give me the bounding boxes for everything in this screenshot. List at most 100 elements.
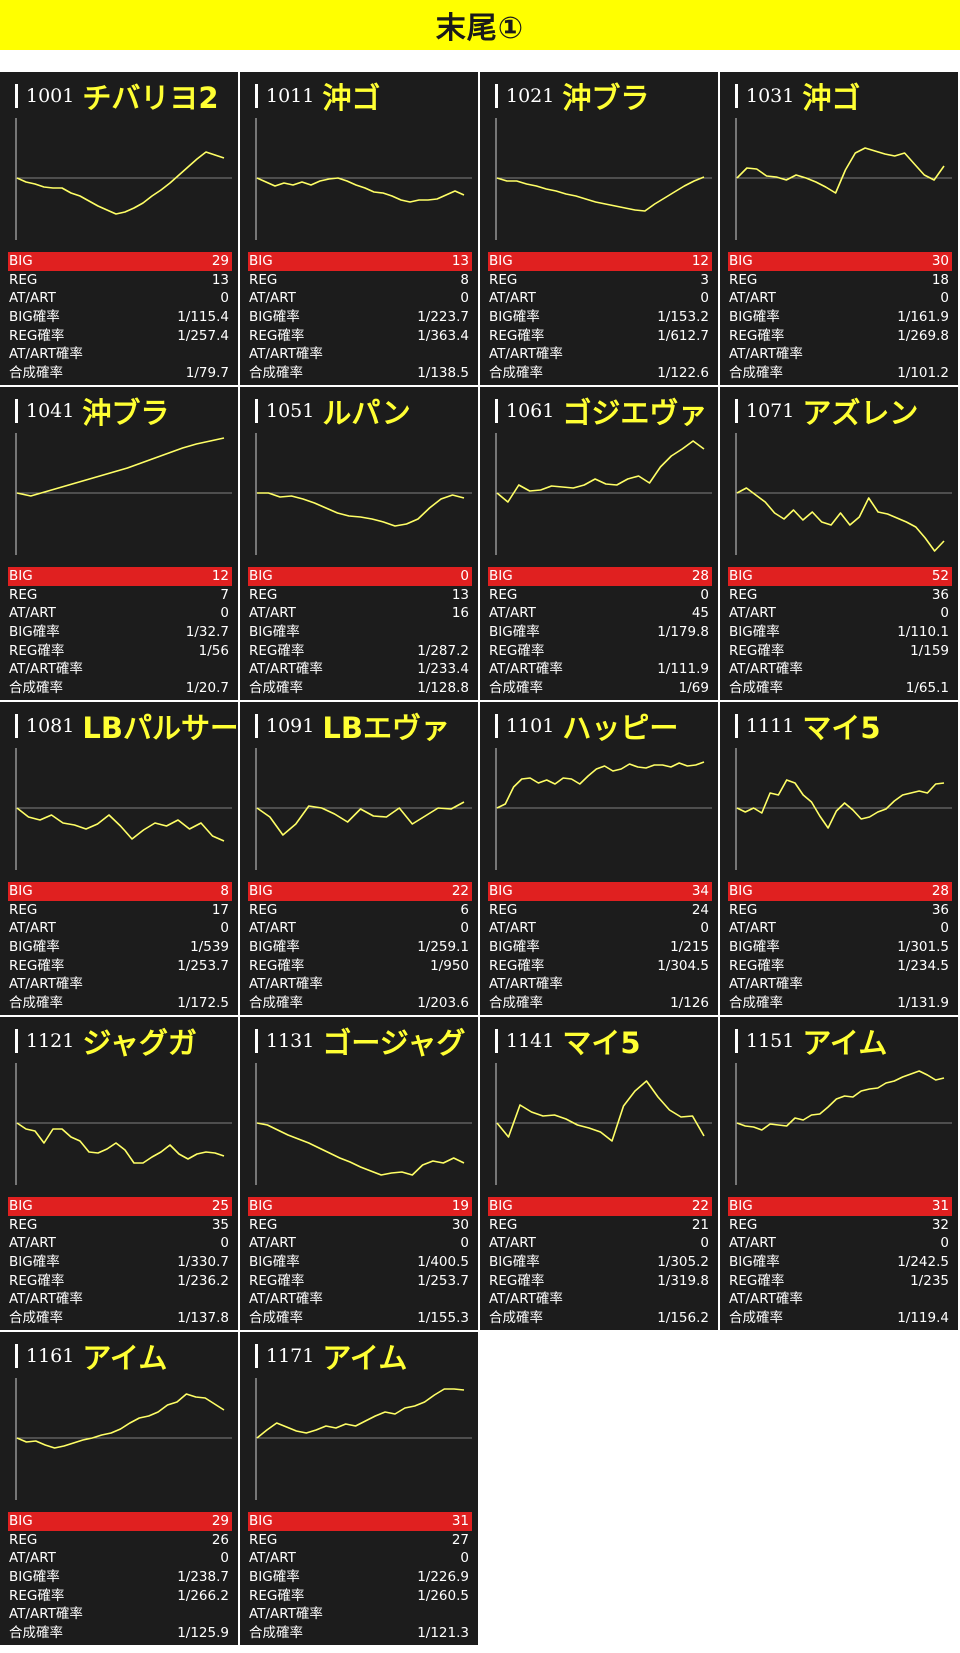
graph-line [736, 779, 945, 829]
stats-row-at-rate: AT/ART確率 [248, 345, 472, 364]
at-rate-label: AT/ART確率 [729, 346, 803, 363]
stats-row-at-rate: AT/ART確率 [8, 1605, 232, 1624]
machine-card-1171[interactable]: 1171 アイム BIG 31 REG 27 AT/ART 0 BIG確率 1/226.… [240, 1332, 478, 1645]
machine-card-1081[interactable]: 1081 LBパルサー BIG 8 REG 17 AT/ART 0 BIG確率 1/53… [0, 702, 238, 1015]
stats-row-big-rate: BIG確率 1/330.7 [8, 1253, 232, 1272]
stats-row-at-rate: AT/ART確率 [248, 1290, 472, 1309]
at-count: 0 [460, 920, 469, 937]
slump-graph [495, 433, 712, 555]
header-banner: 末尾① [0, 0, 960, 50]
total-rate-value: 1/126 [670, 995, 709, 1012]
machine-number: 1051 [266, 400, 315, 422]
at-label: AT/ART [489, 290, 536, 307]
at-rate-label: AT/ART確率 [489, 661, 563, 678]
stats-row-total-rate: 合成確率 1/155.3 [248, 1309, 472, 1328]
graph-line [16, 1393, 225, 1449]
at-label: AT/ART [729, 290, 776, 307]
at-count: 0 [220, 1550, 229, 1567]
total-rate-label: 合成確率 [9, 1310, 63, 1327]
big-rate-label: BIG確率 [9, 1254, 60, 1271]
stats-row-big: BIG 22 [248, 882, 472, 901]
reg-rate-value: 1/235 [910, 1272, 949, 1289]
stats-row-total-rate: 合成確率 1/101.2 [728, 364, 952, 383]
big-rate-label: BIG確率 [249, 1254, 300, 1271]
machine-card-1161[interactable]: 1161 アイム BIG 29 REG 26 AT/ART 0 BIG確率 1/238.… [0, 1332, 238, 1645]
machine-card-1011[interactable]: 1011 沖ゴ BIG 13 REG 8 AT/ART 0 BIG確率 1/223.7 … [240, 72, 478, 385]
stats-table: BIG 31 REG 27 AT/ART 0 BIG確率 1/226.9 REG確率 1/… [248, 1512, 472, 1643]
machine-model-name: 沖ゴ [802, 81, 861, 114]
stats-row-reg: REG 6 [248, 901, 472, 920]
stats-row-total-rate: 合成確率 1/122.6 [488, 364, 712, 383]
machine-header: 1161 アイム [15, 1338, 236, 1374]
machine-card-1121[interactable]: 1121 ジャグガ BIG 25 REG 35 AT/ART 0 BIG確率 1/330… [0, 1017, 238, 1330]
graph-line [496, 1080, 705, 1142]
machine-card-1001[interactable]: 1001 チバリヨ2 BIG 29 REG 13 AT/ART 0 BIG確率 1/11… [0, 72, 238, 385]
stats-row-big: BIG 13 [248, 252, 472, 271]
reg-rate-label: REG確率 [9, 327, 65, 344]
stats-row-big: BIG 29 [8, 252, 232, 271]
machine-number: 1031 [746, 85, 795, 107]
machine-card-1061[interactable]: 1061 ゴジエヴァ BIG 28 REG 0 AT/ART 45 BIG確率 1/17… [480, 387, 718, 700]
machine-number: 1091 [266, 715, 315, 737]
big-label: BIG [249, 883, 273, 899]
slump-graph [495, 1063, 712, 1185]
machine-header: 1101 ハッピー [495, 708, 716, 744]
stats-row-total-rate: 合成確率 1/121.3 [248, 1624, 472, 1643]
total-rate-value: 1/20.7 [185, 680, 229, 697]
at-count: 0 [940, 290, 949, 307]
machine-card-1031[interactable]: 1031 沖ゴ BIG 30 REG 18 AT/ART 0 BIG確率 1/161.9… [720, 72, 958, 385]
stats-row-reg: REG 32 [728, 1216, 952, 1235]
machine-card-1021[interactable]: 1021 沖ブラ BIG 12 REG 3 AT/ART 0 BIG確率 1/153.2… [480, 72, 718, 385]
stats-row-total-rate: 合成確率 1/138.5 [248, 364, 472, 383]
machine-card-1071[interactable]: 1071 アズレン BIG 52 REG 36 AT/ART 0 BIG確率 1/110… [720, 387, 958, 700]
stats-row-at: AT/ART 0 [488, 289, 712, 308]
machine-model-name: アズレン [802, 396, 919, 429]
big-rate-label: BIG確率 [9, 1569, 60, 1586]
slump-graph [735, 1063, 952, 1185]
header-bar [735, 84, 738, 108]
stats-row-at-rate: AT/ART確率 [8, 975, 232, 994]
stats-row-reg: REG 17 [8, 901, 232, 920]
stats-row-at-rate: AT/ART確率 [488, 975, 712, 994]
machine-card-1111[interactable]: 1111 マイ5 BIG 28 REG 36 AT/ART 0 BIG確率 1/301.… [720, 702, 958, 1015]
total-rate-label: 合成確率 [489, 365, 543, 382]
at-rate-label: AT/ART確率 [9, 1291, 83, 1308]
stats-row-reg-rate: REG確率 1/56 [8, 642, 232, 661]
total-rate-value: 1/138.5 [417, 365, 469, 382]
stats-row-at: AT/ART 0 [248, 1234, 472, 1253]
stats-row-at-rate: AT/ART確率 [8, 345, 232, 364]
machine-card-1151[interactable]: 1151 アイム BIG 31 REG 32 AT/ART 0 BIG確率 1/242.… [720, 1017, 958, 1330]
slump-graph [15, 433, 232, 555]
machine-card-1091[interactable]: 1091 LBエヴァ BIG 22 REG 6 AT/ART 0 BIG確率 1/259… [240, 702, 478, 1015]
machine-model-name: 沖ゴ [322, 81, 381, 114]
reg-count: 36 [931, 586, 949, 603]
graph-line [16, 1122, 225, 1164]
reg-rate-label: REG確率 [249, 1587, 305, 1604]
stats-row-reg-rate: REG確率 1/269.8 [728, 327, 952, 346]
big-count: 19 [451, 1198, 469, 1214]
machine-card-1041[interactable]: 1041 沖ブラ BIG 12 REG 7 AT/ART 0 BIG確率 1/32.7 … [0, 387, 238, 700]
machine-card-1051[interactable]: 1051 ルパン BIG 0 REG 13 AT/ART 16 BIG確率 REG確率… [240, 387, 478, 700]
machine-number: 1151 [746, 1030, 795, 1052]
reg-rate-value: 1/304.5 [657, 957, 709, 974]
machine-card-1141[interactable]: 1141 マイ5 BIG 22 REG 21 AT/ART 0 BIG確率 1/305.… [480, 1017, 718, 1330]
big-rate-label: BIG確率 [729, 939, 780, 956]
at-label: AT/ART [249, 1550, 296, 1567]
at-rate-label: AT/ART確率 [9, 661, 83, 678]
stats-table: BIG 13 REG 8 AT/ART 0 BIG確率 1/223.7 REG確率 1/3… [248, 252, 472, 383]
machine-card-1101[interactable]: 1101 ハッピー BIG 34 REG 24 AT/ART 0 BIG確率 1/215… [480, 702, 718, 1015]
at-label: AT/ART [9, 1550, 56, 1567]
at-label: AT/ART [489, 605, 536, 622]
big-rate-label: BIG確率 [729, 624, 780, 641]
stats-row-reg: REG 8 [248, 271, 472, 290]
machine-card-1131[interactable]: 1131 ゴージャグ BIG 19 REG 30 AT/ART 0 BIG確率 1/40… [240, 1017, 478, 1330]
at-rate-label: AT/ART確率 [489, 346, 563, 363]
big-count: 0 [460, 568, 469, 584]
at-rate-value: 1/233.4 [417, 661, 469, 678]
stats-row-big: BIG 28 [488, 567, 712, 586]
machine-model-name: アイム [802, 1026, 888, 1059]
machine-header: 1021 沖ブラ [495, 78, 716, 114]
stats-row-big: BIG 28 [728, 882, 952, 901]
at-rate-label: AT/ART確率 [489, 1291, 563, 1308]
big-count: 22 [691, 1198, 709, 1214]
